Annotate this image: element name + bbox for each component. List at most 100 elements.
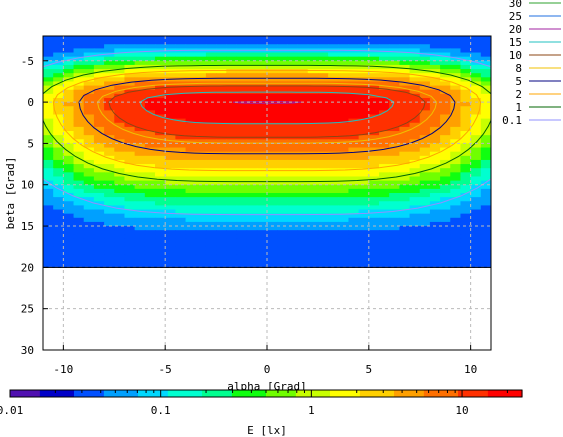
heat-cell (226, 73, 238, 78)
heat-cell (236, 250, 248, 256)
heat-cell (419, 221, 431, 227)
heat-cell (409, 209, 421, 215)
heat-cell (440, 44, 451, 49)
heat-cell (43, 155, 54, 161)
heat-cell (348, 40, 360, 45)
heat-cell (277, 176, 288, 182)
heat-cell (358, 60, 370, 66)
heat-cell (205, 213, 217, 219)
heat-cell (185, 226, 197, 231)
heat-cell (338, 40, 350, 45)
heat-cell (358, 226, 370, 231)
heat-cell (409, 164, 421, 169)
heat-cell (368, 159, 380, 165)
heat-cell (399, 263, 411, 268)
heat-cell (317, 40, 329, 45)
heat-cell (307, 126, 319, 132)
heat-cell (409, 64, 421, 70)
heat-cell (409, 122, 421, 128)
heat-cell (409, 246, 421, 252)
heat-cell (114, 48, 126, 54)
heat-cell (83, 73, 95, 78)
heat-cell (297, 110, 309, 116)
heat-cell (328, 147, 339, 153)
heat-cell (114, 172, 126, 178)
heat-cell (277, 172, 288, 178)
heat-cell (460, 164, 472, 169)
heat-cell (389, 254, 400, 260)
heat-cell (205, 217, 217, 223)
heat-cell (328, 135, 339, 140)
heat-cell (277, 221, 288, 227)
heat-cell (63, 155, 75, 161)
heat-cell (226, 122, 238, 128)
heat-cell (460, 143, 472, 149)
heat-cell (460, 52, 472, 58)
heat-cell (246, 209, 258, 215)
heat-cell (134, 52, 146, 58)
heat-cell (409, 97, 421, 103)
heat-cell (429, 93, 441, 99)
heat-cell (104, 246, 115, 252)
heat-cell (134, 135, 146, 140)
heat-cell (155, 217, 166, 223)
heat-cell (165, 263, 176, 268)
heat-cell (267, 259, 278, 264)
heat-cell (460, 122, 472, 128)
heat-cell (114, 52, 126, 58)
heat-cell (144, 85, 156, 91)
heat-cell (93, 40, 105, 45)
heat-cell (236, 263, 248, 268)
heat-cell (155, 118, 166, 124)
heat-cell (236, 118, 248, 124)
heat-cell (338, 188, 350, 194)
heat-cell (226, 36, 238, 41)
heat-cell (389, 213, 400, 219)
heat-cell (317, 114, 329, 120)
heat-cell (236, 180, 248, 186)
heat-cell (450, 106, 462, 111)
heat-cell (165, 135, 176, 140)
heat-cell (328, 242, 339, 248)
heat-cell (419, 110, 431, 116)
heat-cell (216, 230, 227, 235)
heat-cell (287, 114, 299, 120)
colorbar-segment (364, 390, 369, 397)
heat-cell (165, 164, 176, 169)
heat-cell (53, 135, 64, 140)
heat-cell (83, 44, 95, 49)
heat-cell (246, 64, 258, 70)
heat-cell (134, 197, 146, 202)
heat-cell (450, 205, 462, 211)
heat-cell (267, 139, 278, 145)
heat-cell (409, 56, 421, 62)
heat-cell (267, 197, 278, 202)
heat-cell (134, 205, 146, 211)
heat-cell (216, 205, 227, 211)
heat-cell (134, 44, 146, 49)
heat-cell (165, 176, 176, 182)
heat-cell (399, 155, 411, 161)
heat-cell (328, 176, 339, 182)
heat-cell (165, 209, 176, 215)
heat-cell (379, 114, 390, 120)
heat-cell (429, 40, 441, 45)
colorbar-segment (189, 390, 195, 397)
heat-cell (104, 126, 115, 132)
heat-cell (43, 147, 54, 153)
colorbar-segment (406, 390, 412, 397)
heat-cell (440, 242, 451, 248)
legend-label: 25 (509, 10, 522, 23)
heat-cell (338, 97, 350, 103)
heat-cell (358, 56, 370, 62)
heat-cell (144, 242, 156, 248)
heat-cell (338, 126, 350, 132)
heat-cell (277, 44, 288, 49)
heat-cell (317, 197, 329, 202)
heat-cell (53, 168, 64, 173)
heat-cell (134, 159, 146, 165)
heat-cell (277, 209, 288, 215)
heat-cell (368, 238, 380, 244)
heat-cell (83, 77, 95, 83)
heat-cell (317, 250, 329, 256)
